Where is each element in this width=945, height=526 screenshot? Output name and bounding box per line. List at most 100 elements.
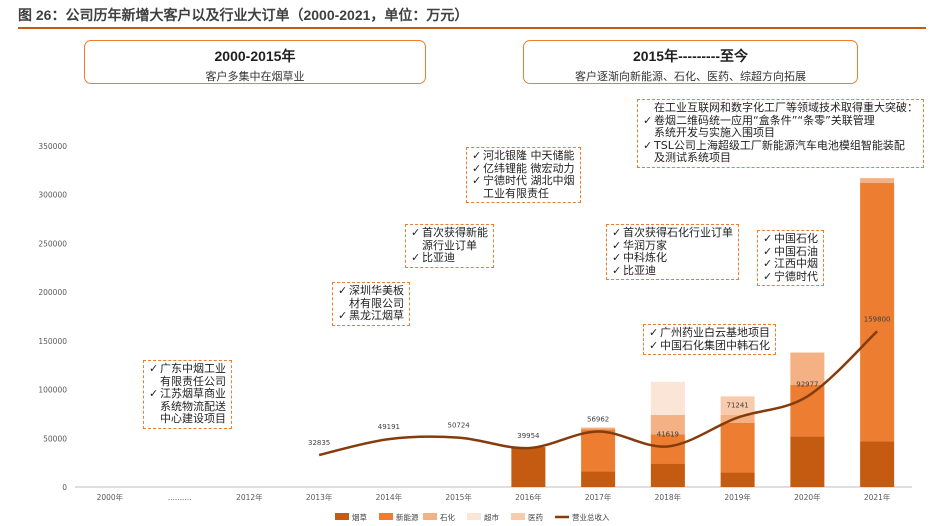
header-box-2015-now: 2015年---------至今 客户逐渐向新能源、石化、医药、综超方向拓展 xyxy=(523,40,858,84)
x-tick-label: 2015年 xyxy=(445,492,472,502)
annotation-text: 广州药业白云基地项目 xyxy=(660,326,770,339)
annotation-line: 及测试系统项目 xyxy=(643,151,918,165)
annotation-text: 源行业订单 xyxy=(422,238,477,252)
check-icon: ✓ xyxy=(612,238,622,252)
bar-石化 xyxy=(860,178,895,184)
legend-label: 超市 xyxy=(484,512,499,522)
annotation-box: ✓ 首次获得石化行业订单 ✓ 华润万家 ✓ 中科炼化 ✓ 比亚迪 xyxy=(606,224,739,280)
legend-swatch xyxy=(467,513,481,520)
x-tick-label: 2012年 xyxy=(236,492,263,502)
check-icon: ✓ xyxy=(411,251,421,264)
annotation-line: ✓ 卷烟二维码统一应用“盒条件”“条零”关联管理 xyxy=(643,113,918,128)
annotation-box: ✓ 首次获得新能 源行业订单 ✓ 比亚迪 xyxy=(405,224,494,268)
bar-烟草 xyxy=(790,436,825,487)
annotation-text: 中心建设项目 xyxy=(160,412,226,425)
annotation-box: ✓ 中国石化 ✓ 中国石油 ✓ 江西中烟 ✓ 宁德时代 xyxy=(757,230,824,286)
check-icon: ✓ xyxy=(472,149,482,162)
annotation-text: 中国石化集团中韩石化 xyxy=(660,338,770,352)
annotation-text: 卷烟二维码统一应用“盒条件”“条零”关联管理 xyxy=(654,113,875,127)
annotation-text: 首次获得新能 xyxy=(422,226,488,239)
annotation-line: ✓ 广东中烟工业 xyxy=(149,362,226,376)
bar-烟草 xyxy=(581,471,616,487)
x-tick-label: 2000年 xyxy=(97,492,124,502)
bar-新能源 xyxy=(860,183,895,442)
annotation-box: ✓ 广州药业白云基地项目 ✓ 中国石化集团中韩石化 xyxy=(643,324,776,355)
bar-烟草 xyxy=(650,463,685,487)
annotation-text: 首次获得石化行业订单 xyxy=(623,226,733,239)
figure-title: 图 26：公司历年新增大客户以及行业大订单（2000-2021，单位：万元） xyxy=(18,7,469,23)
check-icon: ✓ xyxy=(612,263,622,277)
data-label: 39954 xyxy=(517,432,540,440)
annotation-text: 系统物流配送 xyxy=(160,399,226,413)
data-label: 56962 xyxy=(587,416,609,424)
annotation-text: 有限责任公司 xyxy=(160,374,226,388)
data-label: 71241 xyxy=(726,402,748,410)
annotation-line: ✓ 首次获得新能 xyxy=(411,226,488,240)
annotation-line: ✓ 华润万家 xyxy=(612,238,733,253)
header-box-title: 2000-2015年 xyxy=(214,48,296,64)
annotation-text: 系统开发与实施入围项目 xyxy=(654,126,775,139)
x-tick-label: 2017年 xyxy=(585,492,612,502)
annotation-line: ✓ 中科炼化 xyxy=(612,251,733,265)
bar-烟草 xyxy=(511,447,546,487)
bar-超市 xyxy=(650,381,685,415)
check-icon: ✓ xyxy=(643,138,653,152)
annotation-line: ✓ 比亚迪 xyxy=(612,263,733,278)
data-label: 50724 xyxy=(447,422,470,430)
annotation-line: ✓ 宁德时代 xyxy=(763,269,818,284)
annotation-line: ✓ 河北银隆 中天储能 xyxy=(472,149,575,163)
annotation-line: ✓ 江西中烟 xyxy=(763,257,818,271)
annotation-line: ✓ 宁德时代 湖北中烟 xyxy=(472,174,575,188)
annotation-line: ✓ 广州药业白云基地项目 xyxy=(649,326,770,340)
annotation-text: 中国石油 xyxy=(774,244,818,258)
annotation-line: 工业有限责任 xyxy=(472,186,575,201)
legend-swatch xyxy=(379,513,393,520)
check-icon: ✓ xyxy=(643,113,653,127)
annotation-text: 宁德时代 湖北中烟 xyxy=(483,174,575,187)
annotation-text: 工业有限责任 xyxy=(483,186,549,200)
annotation-line: ✓ 亿纬锂能 微宏动力 xyxy=(472,161,575,176)
bar-新能源 xyxy=(650,434,685,464)
x-tick-label: 2018年 xyxy=(655,492,682,502)
annotation-box: ✓ 广东中烟工业 有限责任公司 ✓ 江苏烟草商业 系统物流配送 中心建设项目 xyxy=(143,360,232,429)
check-icon: ✓ xyxy=(411,226,421,239)
annotation-text: 亿纬锂能 微宏动力 xyxy=(483,161,575,175)
annotation-text: 中科炼化 xyxy=(623,251,667,264)
line-营业总收入 xyxy=(318,330,878,457)
annotation-box: ✓ 河北银隆 中天储能 ✓ 亿纬锂能 微宏动力 ✓ 宁德时代 湖北中烟 工业有限责任 xyxy=(466,147,581,203)
check-icon: ✓ xyxy=(338,309,348,322)
bar-新能源 xyxy=(581,429,616,472)
x-tick-label: 2021年 xyxy=(864,492,891,502)
annotation-line: 系统物流配送 xyxy=(149,399,226,414)
data-label: 41619 xyxy=(657,430,679,438)
check-icon: ✓ xyxy=(149,362,159,375)
check-icon: ✓ xyxy=(472,161,482,175)
annotation-line: ✓ 黑龙江烟草 xyxy=(338,309,404,323)
legend-label: 新能源 xyxy=(396,512,419,522)
legend-label: 石化 xyxy=(440,512,455,522)
x-tick-label: 2019年 xyxy=(724,492,751,502)
bar-石化 xyxy=(581,427,616,430)
annotation-text: 中国石化 xyxy=(774,232,818,245)
y-tick-label: 150000 xyxy=(38,337,67,346)
check-icon: ✓ xyxy=(149,387,159,400)
bar-石化 xyxy=(790,352,825,385)
annotation-line: 有限责任公司 xyxy=(149,374,226,389)
header-box-subtitle: 客户多集中在烟草业 xyxy=(205,70,305,83)
annotation-text: 宁德时代 xyxy=(774,269,818,283)
check-icon: ✓ xyxy=(472,174,482,187)
x-tick-label: 2016年 xyxy=(515,492,542,502)
annotation-box: ✓ 深圳华美板 材有限公司 ✓ 黑龙江烟草 xyxy=(332,282,410,326)
x-tick-label: 2013年 xyxy=(306,492,333,502)
annotation-line: 源行业订单 xyxy=(411,238,488,253)
legend-label: 烟草 xyxy=(352,512,367,522)
annotation-text: 河北银隆 中天储能 xyxy=(483,149,575,162)
legend-label: 营业总收入 xyxy=(572,512,610,522)
bar-烟草 xyxy=(860,441,895,487)
annotation-text: 材有限公司 xyxy=(349,296,404,310)
annotation-text: 深圳华美板 xyxy=(349,284,404,297)
legend-swatch xyxy=(423,513,437,520)
annotation-line: ✓ 中国石油 xyxy=(763,244,818,259)
data-label: 49191 xyxy=(378,423,400,431)
legend-label: 医药 xyxy=(528,512,543,522)
